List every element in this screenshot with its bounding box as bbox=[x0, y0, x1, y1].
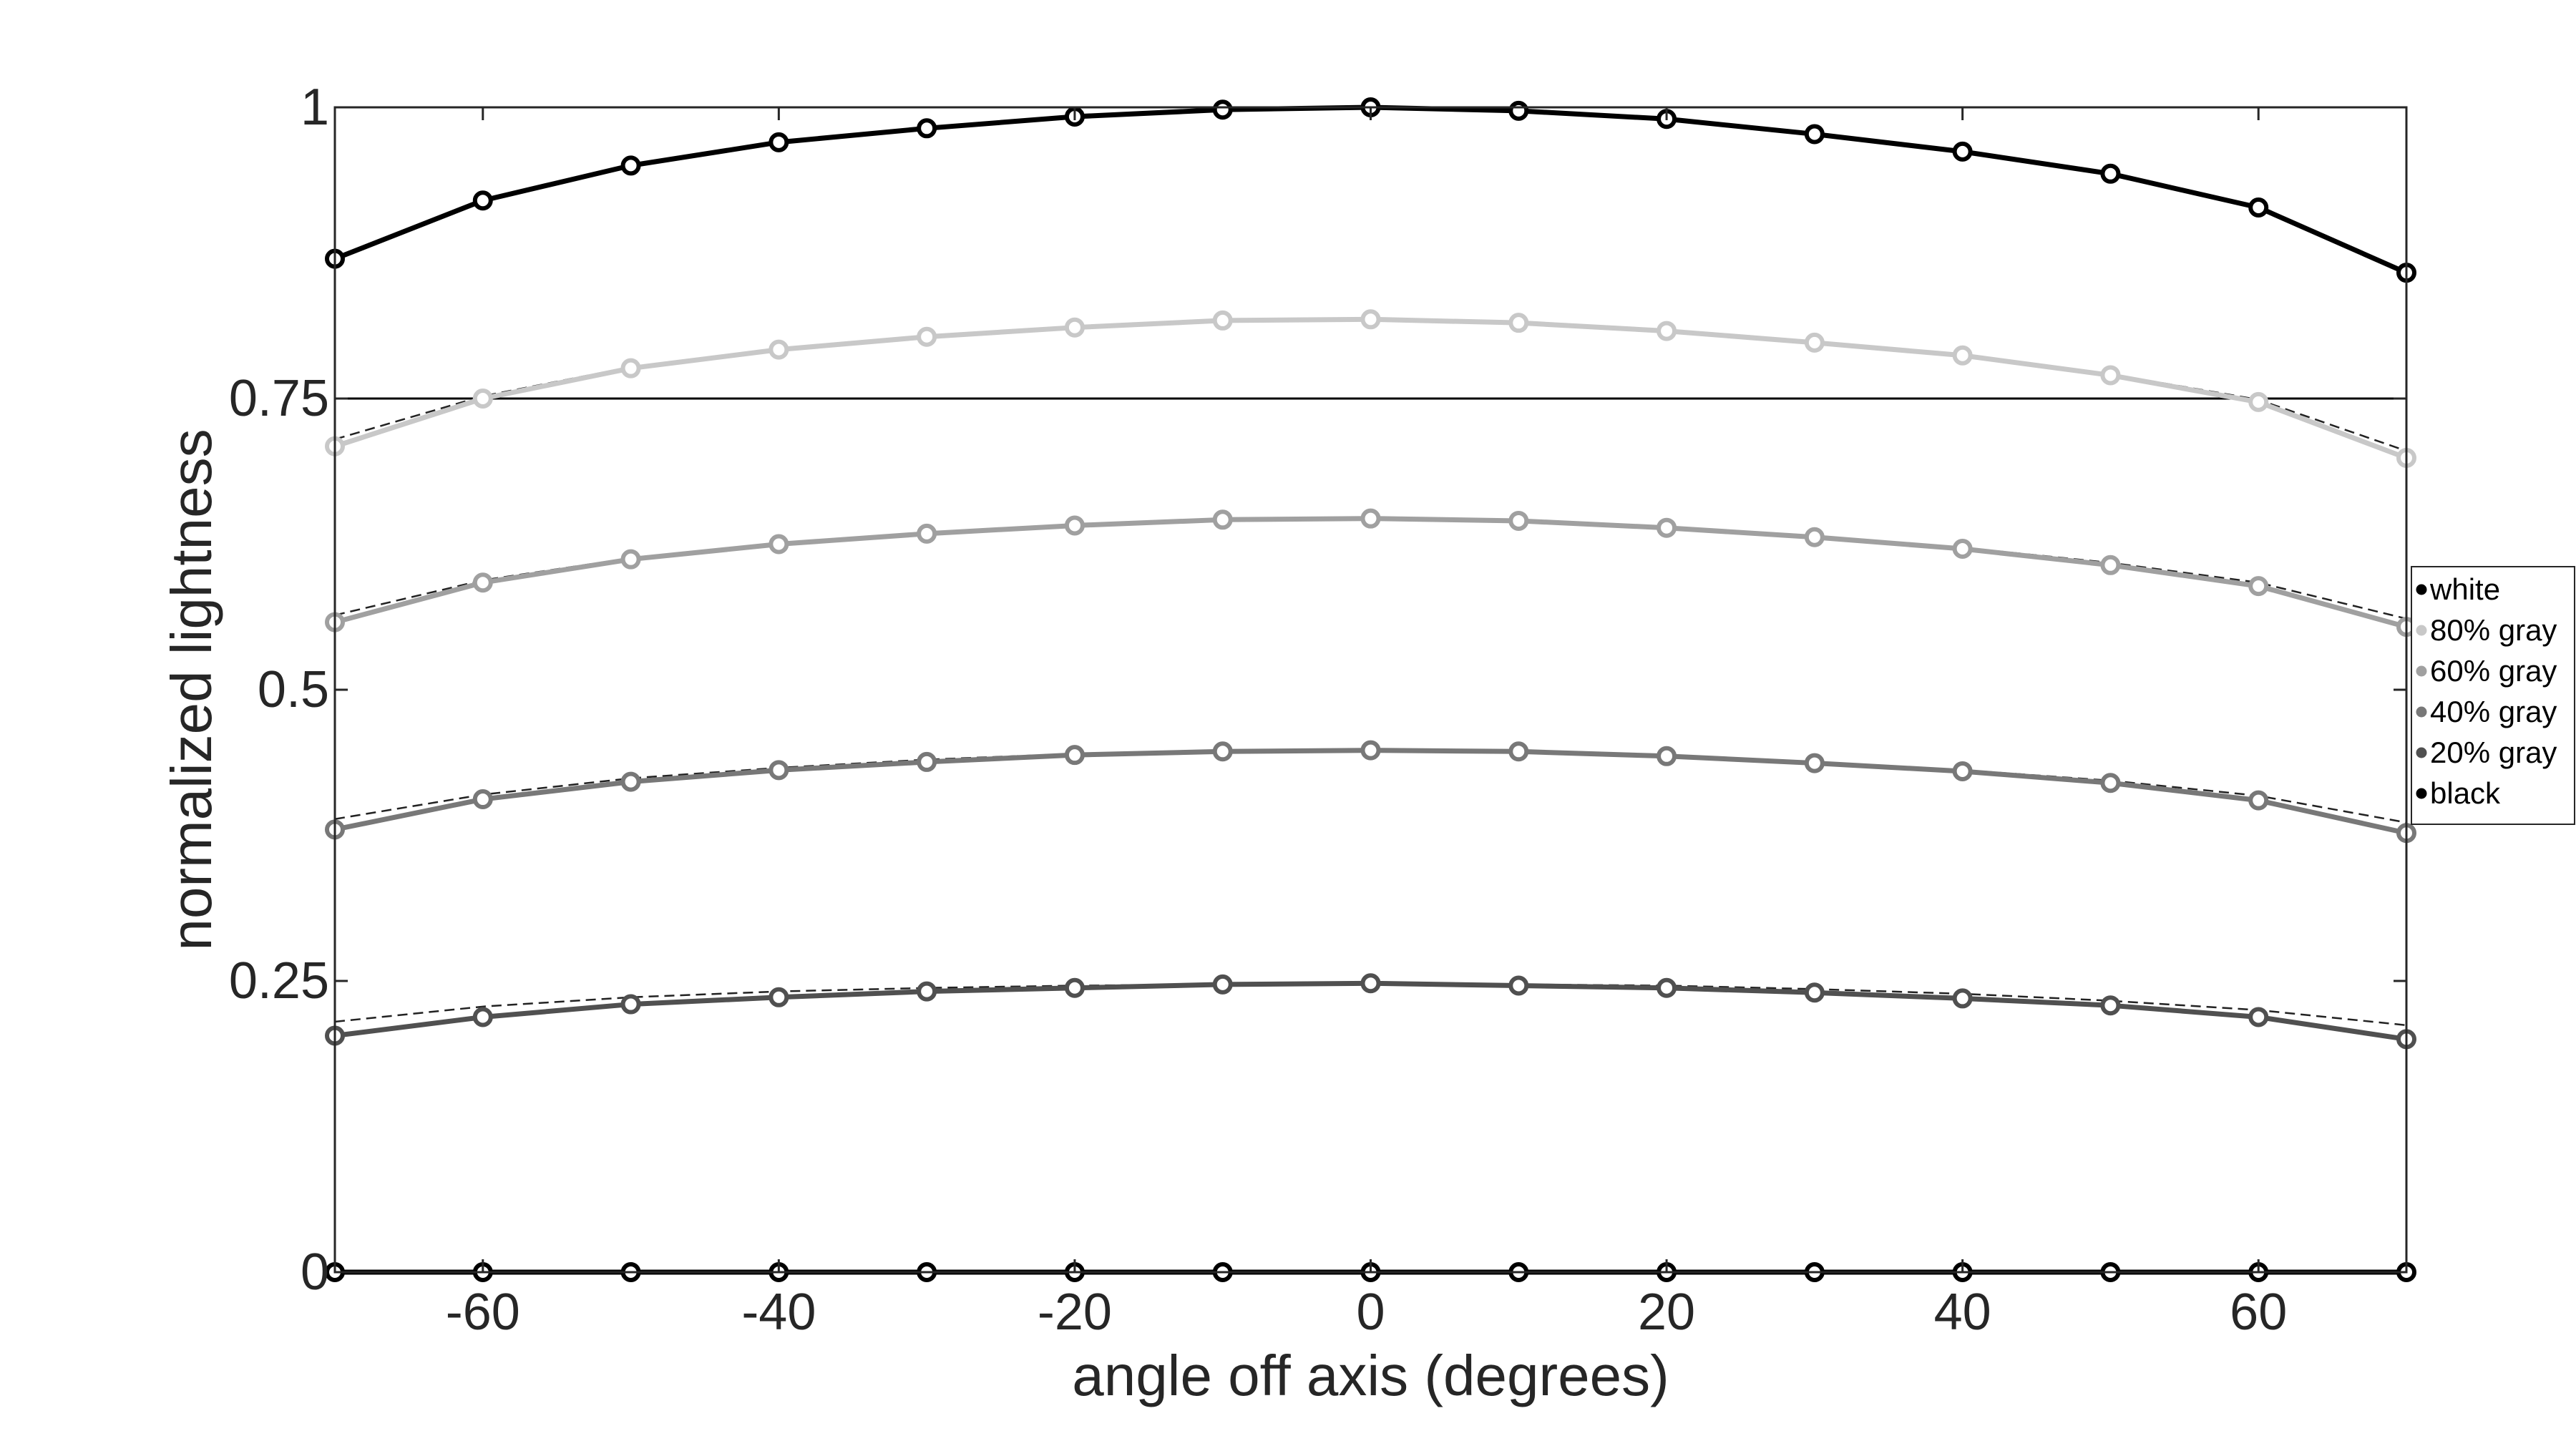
legend-label-20-gray: 20% gray bbox=[2430, 736, 2557, 769]
data-point-60-gray bbox=[620, 549, 641, 570]
data-point-white bbox=[2248, 197, 2269, 218]
data-point-60-gray bbox=[1508, 510, 1529, 531]
y-tick-label: 0 bbox=[301, 1244, 329, 1301]
x-tick-label: 20 bbox=[1638, 1284, 1695, 1341]
data-point-white bbox=[769, 132, 789, 152]
legend-marker-40-gray bbox=[2416, 706, 2427, 718]
data-point-80-gray bbox=[1064, 317, 1085, 338]
data-point-40-gray bbox=[472, 789, 493, 810]
data-point-60-gray bbox=[769, 534, 789, 555]
x-axis-label: angle off axis (degrees) bbox=[1072, 1344, 1669, 1407]
data-point-20-gray bbox=[1952, 988, 1973, 1009]
data-point-80-gray bbox=[1212, 310, 1233, 331]
data-point-80-gray bbox=[769, 339, 789, 360]
y-tick-label: 0.5 bbox=[258, 661, 329, 718]
data-point-20-gray bbox=[1212, 974, 1233, 995]
data-point-60-gray bbox=[2100, 555, 2121, 575]
data-point-white bbox=[2100, 163, 2121, 184]
legend-box bbox=[2411, 566, 2575, 825]
data-point-60-gray bbox=[472, 572, 493, 593]
data-point-20-gray bbox=[620, 994, 641, 1015]
data-point-40-gray bbox=[2100, 773, 2121, 793]
data-point-40-gray bbox=[1360, 740, 1381, 761]
legend-label-black: black bbox=[2430, 776, 2501, 810]
data-point-40-gray bbox=[1212, 741, 1233, 762]
data-point-40-gray bbox=[917, 751, 937, 772]
legend-label-60-gray: 60% gray bbox=[2430, 654, 2557, 688]
x-tick-label: -20 bbox=[1038, 1284, 1112, 1341]
y-tick-label: 1 bbox=[301, 79, 329, 136]
data-point-80-gray bbox=[472, 389, 493, 409]
data-point-20-gray bbox=[1064, 977, 1085, 998]
x-tick-label: 0 bbox=[1356, 1284, 1385, 1341]
data-point-40-gray bbox=[1064, 745, 1085, 766]
legend-marker-80-gray bbox=[2416, 625, 2427, 636]
y-tick-label: 0.25 bbox=[229, 952, 329, 1010]
data-point-40-gray bbox=[1508, 741, 1529, 762]
x-tick-label: 40 bbox=[1934, 1284, 1991, 1341]
data-point-20-gray bbox=[1804, 982, 1825, 1003]
data-point-40-gray bbox=[1952, 761, 1973, 781]
legend-marker-20-gray bbox=[2416, 747, 2427, 758]
data-point-60-gray bbox=[1064, 515, 1085, 536]
legend-label-40-gray: 40% gray bbox=[2430, 695, 2557, 728]
data-point-white bbox=[1952, 141, 1973, 162]
data-point-80-gray bbox=[917, 326, 937, 347]
legend-label-white: white bbox=[2429, 572, 2500, 606]
data-point-60-gray bbox=[1212, 509, 1233, 530]
data-point-40-gray bbox=[2248, 790, 2269, 811]
data-point-40-gray bbox=[1804, 753, 1825, 773]
data-point-white bbox=[1804, 124, 1825, 145]
y-axis-label: normalized lightness bbox=[160, 429, 223, 950]
data-point-20-gray bbox=[472, 1007, 493, 1027]
data-point-80-gray bbox=[1804, 332, 1825, 353]
data-point-80-gray bbox=[620, 358, 641, 378]
data-point-40-gray bbox=[620, 771, 641, 792]
reference-curve-20-gray bbox=[334, 982, 2407, 1027]
data-point-80-gray bbox=[1508, 313, 1529, 333]
data-point-60-gray bbox=[1804, 527, 1825, 547]
legend-marker-white bbox=[2416, 584, 2427, 595]
data-point-20-gray bbox=[1508, 975, 1529, 996]
legend-marker-black bbox=[2416, 788, 2427, 799]
data-point-white bbox=[1508, 100, 1529, 121]
legend-label-80-gray: 80% gray bbox=[2430, 613, 2557, 647]
data-point-60-gray bbox=[2248, 576, 2269, 597]
ticks: -60 -40 -20 0 20 40 60 0 0.25 0.5 0.75 1 bbox=[229, 79, 2406, 1341]
data-point-20-gray bbox=[917, 981, 937, 1002]
data-point-40-gray bbox=[769, 760, 789, 781]
data-point-60-gray bbox=[1952, 539, 1973, 560]
data-point-40-gray bbox=[1657, 746, 1677, 766]
x-tick-label: -60 bbox=[446, 1284, 520, 1341]
x-tick-label: 60 bbox=[2230, 1284, 2287, 1341]
data-point-white bbox=[1212, 99, 1233, 120]
y-tick-label: 0.75 bbox=[229, 370, 329, 427]
data-point-20-gray bbox=[2100, 995, 2121, 1016]
data-point-80-gray bbox=[1952, 345, 1973, 366]
data-point-white bbox=[472, 190, 493, 211]
legend-marker-60-gray bbox=[2416, 665, 2427, 677]
data-point-white bbox=[917, 118, 937, 139]
data-point-white bbox=[620, 155, 641, 176]
data-point-60-gray bbox=[1360, 508, 1381, 529]
data-point-80-gray bbox=[2100, 365, 2121, 386]
data-point-20-gray bbox=[2248, 1007, 2269, 1027]
legend[interactable]: white 80% gray 60% gray 40% gray 20% gray bla… bbox=[2411, 566, 2575, 825]
x-tick-label: -40 bbox=[741, 1284, 816, 1341]
data-point-20-gray bbox=[769, 987, 789, 1007]
data-point-80-gray bbox=[1360, 309, 1381, 330]
data-point-20-gray bbox=[1657, 977, 1677, 998]
data-point-80-gray bbox=[2248, 391, 2269, 412]
data-point-80-gray bbox=[1657, 321, 1677, 341]
data-point-20-gray bbox=[1360, 973, 1381, 994]
data-point-60-gray bbox=[1657, 517, 1677, 538]
data-point-60-gray bbox=[917, 523, 937, 544]
